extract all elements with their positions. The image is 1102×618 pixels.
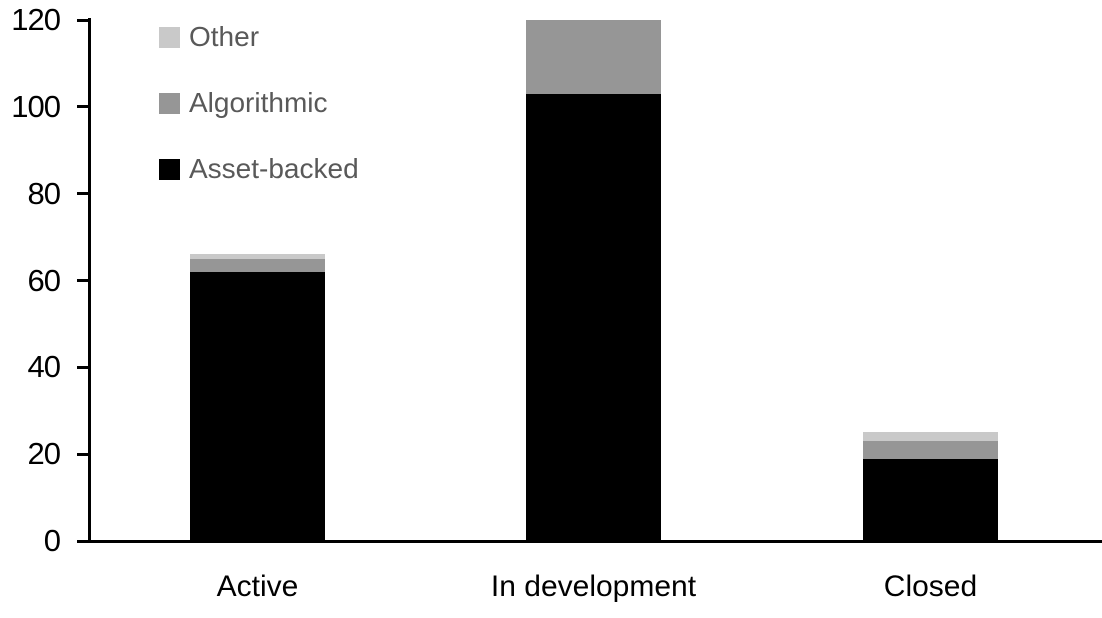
legend-label: Other	[189, 21, 260, 52]
y-axis-tick-label: 100	[11, 88, 61, 124]
legend-item-algorithmic: Algorithmic	[159, 87, 359, 118]
bar-segment-algorithmic	[190, 258, 325, 272]
bar-segment-asset-backed	[863, 458, 998, 541]
legend-swatch-icon	[159, 92, 180, 114]
y-axis-tick-label: 60	[27, 262, 61, 298]
y-axis-tick	[77, 18, 89, 22]
bar-segment-other	[863, 432, 998, 442]
y-axis-tick-label: 20	[27, 436, 61, 472]
y-axis-tick	[77, 279, 89, 282]
x-axis-label-in-development: In development	[490, 570, 697, 603]
bar-segment-asset-backed	[526, 93, 661, 541]
legend-label: Algorithmic	[189, 87, 328, 118]
legend-label: Asset-backed	[189, 153, 359, 184]
x-axis-label-active: Active	[216, 570, 299, 603]
y-axis-tick	[77, 105, 89, 109]
legend-swatch-icon	[159, 158, 180, 180]
y-axis-tick-label: 80	[27, 175, 61, 211]
legend-item-asset-backed: Asset-backed	[159, 153, 359, 184]
bar-segment-algorithmic	[526, 20, 661, 94]
legend-swatch-icon	[159, 26, 180, 48]
bar-in-development	[526, 20, 661, 541]
chart-legend: Other Algorithmic Asset-backed	[159, 21, 359, 220]
y-axis-tick	[77, 192, 89, 196]
bar-segment-other	[190, 254, 325, 259]
y-axis-tick-label: 120	[11, 2, 61, 37]
y-axis-tick-label: 40	[27, 349, 61, 385]
y-axis-tick-label: 0	[43, 523, 61, 558]
x-axis-line	[88, 540, 1102, 543]
y-axis-tick	[77, 452, 89, 456]
bar-active	[190, 254, 325, 541]
y-axis-tick	[77, 365, 89, 369]
bar-segment-algorithmic	[863, 441, 998, 459]
bar-segment-asset-backed	[190, 271, 325, 541]
bar-closed	[863, 432, 998, 541]
y-axis-tick	[77, 539, 89, 543]
legend-item-other: Other	[159, 21, 359, 52]
y-axis-line	[88, 18, 91, 543]
x-axis-label-closed: Closed	[883, 570, 978, 603]
